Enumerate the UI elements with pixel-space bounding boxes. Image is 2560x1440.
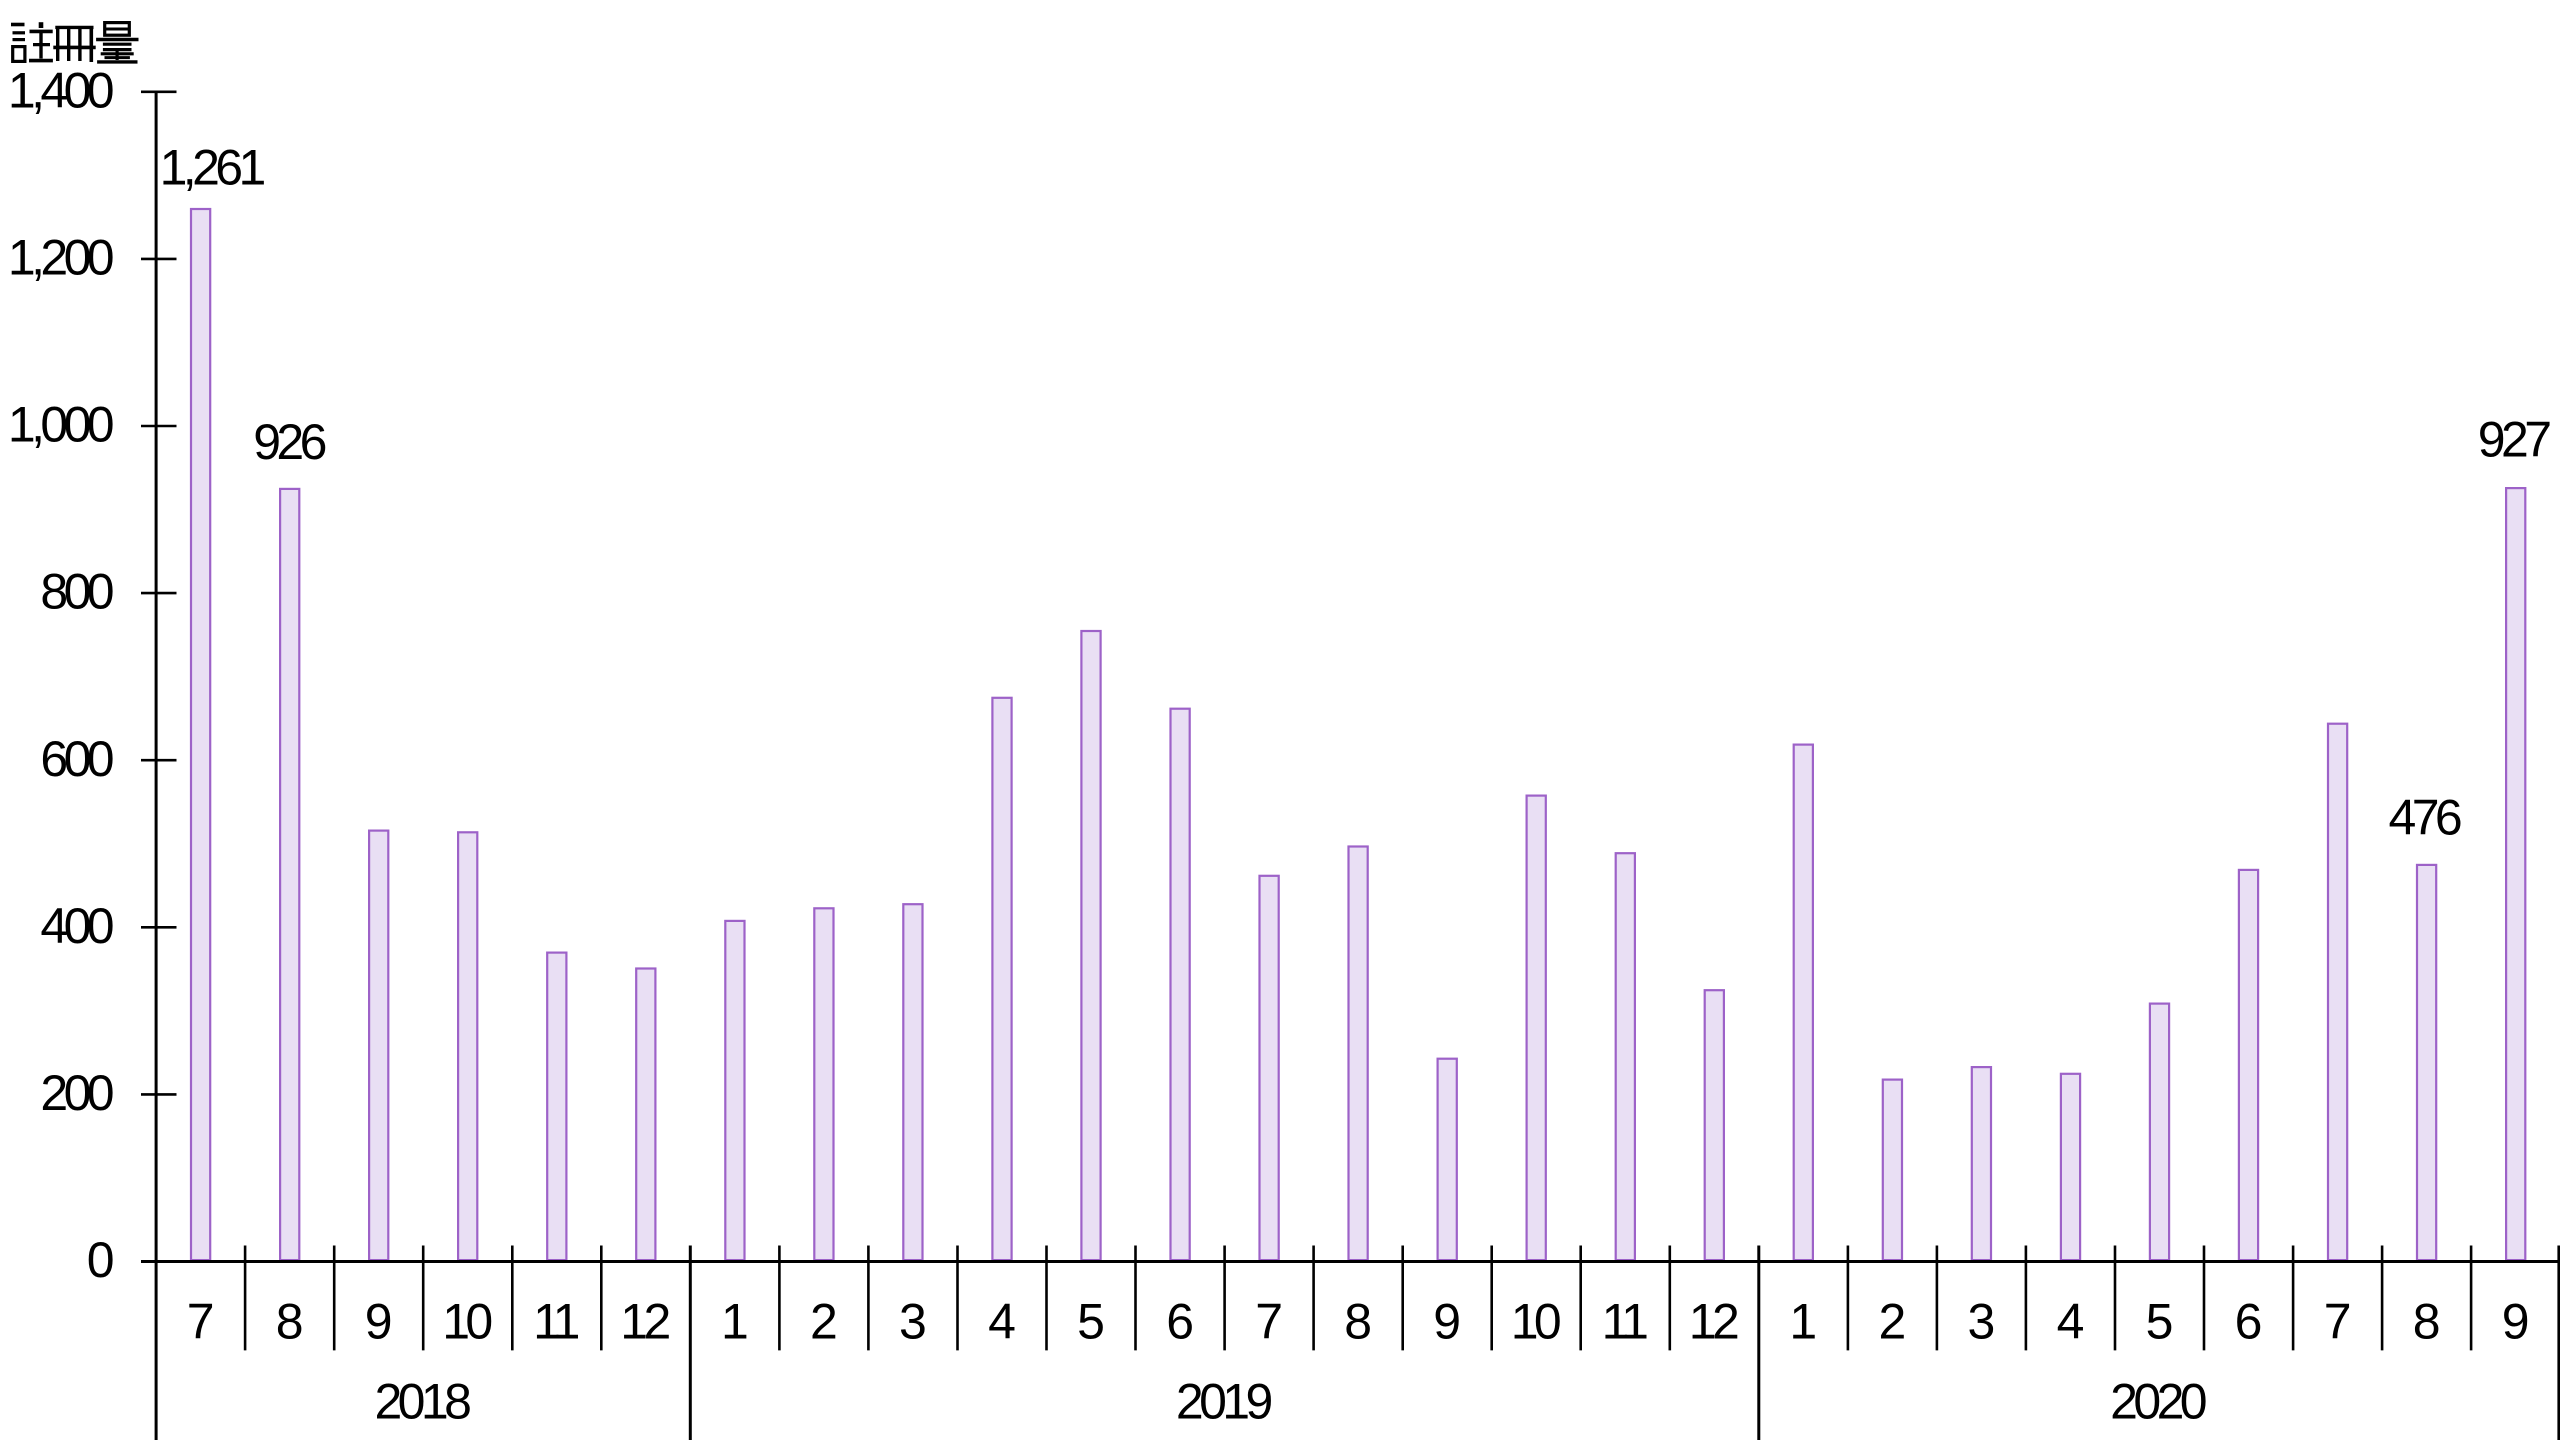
svg-text:9: 9 (365, 1294, 391, 1350)
svg-text:400: 400 (40, 898, 112, 954)
svg-text:800: 800 (40, 564, 112, 620)
svg-text:4: 4 (2057, 1294, 2084, 1350)
svg-text:2: 2 (1878, 1294, 1904, 1350)
svg-text:200: 200 (40, 1065, 112, 1121)
svg-text:2: 2 (810, 1294, 836, 1350)
svg-text:1,400: 1,400 (8, 62, 113, 118)
svg-text:5: 5 (1077, 1294, 1103, 1350)
svg-text:2018: 2018 (374, 1374, 470, 1430)
svg-text:8: 8 (2413, 1294, 2439, 1350)
svg-text:5: 5 (2146, 1294, 2172, 1350)
svg-text:926: 926 (253, 414, 325, 470)
svg-text:1,261: 1,261 (160, 140, 265, 196)
svg-text:2020: 2020 (2110, 1374, 2206, 1430)
svg-text:1: 1 (1789, 1294, 1815, 1350)
svg-text:1: 1 (721, 1294, 747, 1350)
svg-text:9: 9 (1433, 1294, 1459, 1350)
svg-text:6: 6 (2235, 1294, 2261, 1350)
svg-text:0: 0 (87, 1232, 113, 1288)
svg-text:8: 8 (276, 1294, 302, 1350)
svg-text:10: 10 (1511, 1294, 1560, 1350)
svg-text:1,200: 1,200 (8, 230, 113, 286)
svg-text:3: 3 (1967, 1294, 1993, 1350)
svg-text:927: 927 (2478, 412, 2550, 468)
svg-text:12: 12 (620, 1294, 669, 1350)
svg-text:3: 3 (899, 1294, 925, 1350)
svg-text:11: 11 (533, 1294, 578, 1350)
svg-text:2019: 2019 (1176, 1374, 1272, 1430)
svg-text:6: 6 (1166, 1294, 1192, 1350)
svg-text:476: 476 (2388, 789, 2460, 845)
svg-text:10: 10 (442, 1294, 491, 1350)
svg-text:4: 4 (988, 1294, 1015, 1350)
svg-text:8: 8 (1344, 1294, 1370, 1350)
svg-text:600: 600 (40, 731, 112, 787)
svg-text:1,000: 1,000 (8, 397, 113, 453)
svg-text:7: 7 (187, 1294, 213, 1350)
svg-text:7: 7 (2324, 1294, 2350, 1350)
svg-text:12: 12 (1689, 1294, 1738, 1350)
svg-text:11: 11 (1602, 1294, 1647, 1350)
svg-text:7: 7 (1255, 1294, 1281, 1350)
svg-text:9: 9 (2502, 1294, 2528, 1350)
